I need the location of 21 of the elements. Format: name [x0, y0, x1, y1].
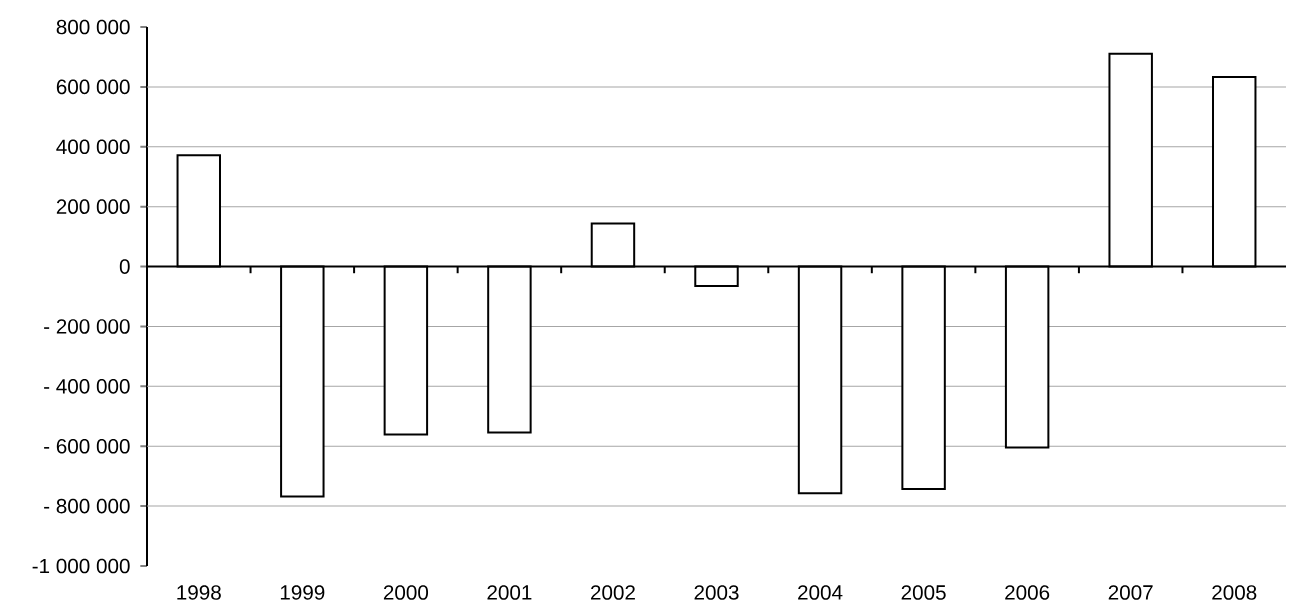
x-tick-label: 2004 [798, 585, 843, 600]
x-tick-label: 2005 [901, 585, 946, 600]
x-tick-label: 2006 [1005, 585, 1050, 600]
x-tick-label: 2001 [487, 585, 532, 600]
y-tick-label: 0 [119, 259, 130, 274]
x-tick-label: 1999 [280, 585, 325, 600]
y-tick-label: 400 000 [56, 139, 130, 155]
y-tick-label: 600 000 [56, 79, 130, 95]
y-tick-label: 800 000 [56, 19, 130, 35]
x-tick-label: 2002 [591, 585, 635, 600]
y-tick-label: - 600 000 [44, 438, 130, 454]
x-tick-label: 1998 [177, 585, 221, 600]
x-tick-label: 2008 [1212, 585, 1257, 600]
x-tick-label: 2000 [383, 585, 429, 600]
y-tick-label: - 400 000 [44, 379, 130, 394]
x-tick-label: 2003 [694, 585, 739, 600]
y-tick-label: - 200 000 [44, 319, 130, 334]
y-tick-label: 200 000 [56, 199, 130, 214]
y-tick-label: - 800 000 [44, 498, 130, 514]
x-tick-label: 2007 [1108, 585, 1153, 600]
y-tick-label: -1 000 000 [32, 558, 130, 574]
